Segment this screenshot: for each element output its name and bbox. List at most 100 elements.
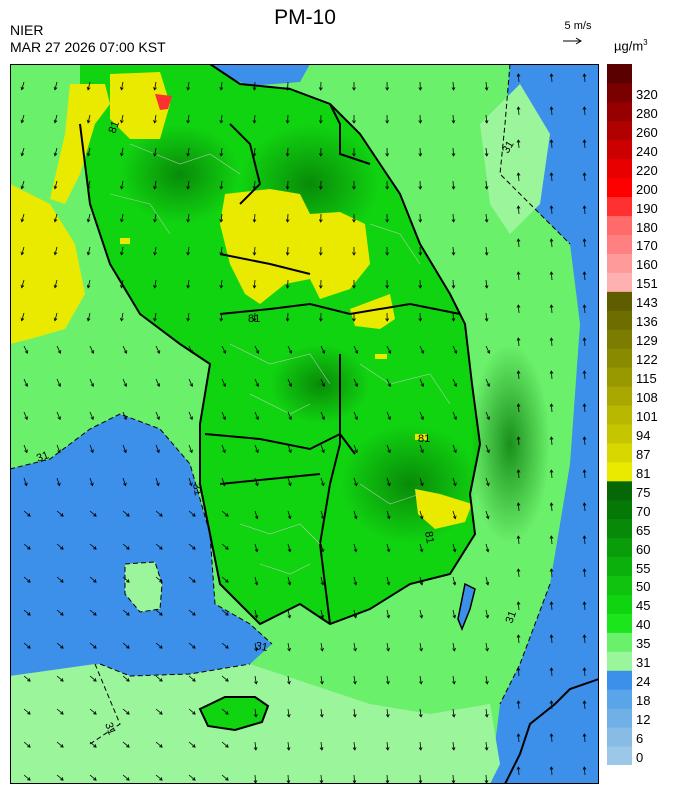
wind-arrow-head	[60, 579, 64, 583]
wind-arrow-head	[582, 733, 587, 737]
light-green-sw	[10, 664, 135, 784]
wind-arrow-head	[321, 383, 325, 388]
wind-arrow	[320, 576, 324, 585]
wind-arrow	[188, 741, 196, 748]
wind-arrow	[155, 510, 163, 517]
wind-arrow-head	[120, 251, 124, 256]
wind-arrow-head	[286, 714, 291, 718]
wind-arrow-head	[57, 383, 61, 388]
wind-arrow-head	[418, 714, 423, 718]
legend-swatch	[607, 253, 632, 273]
wind-arrow	[122, 642, 130, 649]
very-high-pm-hotspot	[155, 94, 172, 110]
wind-arrow-head	[516, 667, 521, 671]
wind-arrow-head	[385, 120, 390, 124]
wind-arrow-head	[53, 185, 58, 190]
wind-arrow	[287, 675, 290, 684]
wind-arrow	[287, 543, 291, 552]
wind-arrow-head	[516, 106, 521, 110]
high-pm-region-west	[10, 184, 85, 344]
wind-arrow	[485, 411, 490, 420]
wind-arrow-head	[386, 680, 390, 685]
wind-arrow	[320, 642, 323, 651]
wind-arrow-head	[352, 747, 357, 751]
wind-arrow-head	[20, 284, 25, 289]
wind-arrow	[485, 741, 488, 751]
contour-label: 31	[504, 609, 519, 625]
wind-arrow	[517, 601, 520, 611]
wind-arrow	[485, 81, 488, 91]
wind-arrow	[419, 510, 423, 519]
wind-arrow-head	[418, 87, 423, 91]
wind-arrow	[89, 576, 97, 583]
wind-arrow-head	[453, 350, 458, 354]
wind-arrow-head	[93, 777, 97, 781]
wind-arrow-head	[153, 152, 157, 157]
agency-label: NIER	[10, 22, 44, 38]
wind-arrow-head	[320, 647, 324, 652]
very-clean-pocket	[125, 562, 162, 612]
jeju-island	[198, 696, 270, 732]
wind-arrow	[320, 708, 323, 717]
contour-label-group: 31 31 31 31 31 31 81 81 81 81	[35, 119, 519, 736]
wind-arrow-head	[549, 667, 554, 671]
wind-arrow	[517, 403, 520, 413]
wind-arrow-head	[20, 86, 25, 91]
wind-arrow	[188, 477, 192, 486]
wind-arrow	[353, 774, 355, 784]
wind-arrow	[220, 114, 223, 123]
wind-arrow-head	[254, 548, 259, 553]
wind-arrow-head	[86, 218, 91, 223]
wind-arrow-head	[219, 153, 224, 157]
wind-arrow-head	[318, 318, 323, 322]
wind-arrow-head	[452, 647, 456, 652]
high-pm-patch-central	[350, 294, 395, 329]
wind-arrow-head	[319, 747, 324, 751]
wind-arrow-head	[352, 186, 356, 190]
wind-arrow-head	[353, 581, 358, 586]
wind-arrow	[188, 576, 196, 583]
wind-arrow-head	[419, 515, 424, 520]
legend-tick-label: 122	[636, 352, 658, 368]
wind-arrow	[21, 114, 25, 123]
wind-arrow-head	[319, 714, 324, 718]
wind-arrow	[419, 378, 424, 387]
wind-arrow	[89, 543, 97, 550]
wind-arrow	[550, 436, 553, 446]
wind-arrow	[517, 370, 520, 380]
wind-arrow-head	[186, 284, 191, 289]
wind-arrow	[583, 634, 586, 644]
wind-arrow	[287, 279, 289, 289]
wind-arrow-head	[420, 350, 425, 354]
wind-arrow	[121, 180, 124, 189]
wind-arrow-head	[582, 568, 587, 572]
wind-arrow-head	[387, 383, 391, 388]
wind-arrow	[452, 312, 454, 322]
wind-arrow	[419, 642, 422, 651]
wind-arrow	[155, 642, 163, 649]
wind-arrow	[221, 708, 229, 715]
wind-arrow-head	[582, 73, 587, 77]
wind-arrow	[517, 766, 520, 776]
wind-arrow-head	[484, 153, 489, 157]
wind-arrow-head	[354, 482, 358, 487]
wind-arrow-head	[24, 383, 28, 388]
wind-arrow	[485, 708, 488, 717]
legend-swatch	[607, 518, 632, 539]
wind-arrow-head	[516, 172, 521, 176]
wind-arrow-head	[352, 87, 356, 91]
wind-arrow-head	[285, 120, 290, 124]
wind-arrow	[485, 345, 490, 354]
wind-arrow	[419, 741, 422, 751]
wind-arrow-head	[320, 581, 325, 586]
wind-arrow-head	[486, 482, 490, 487]
wind-arrow	[287, 378, 292, 387]
wind-arrow	[583, 535, 586, 545]
wind-arrow-head	[219, 285, 224, 289]
wind-arrow-head	[186, 317, 191, 322]
wind-arrow-head	[451, 186, 456, 190]
wind-arrow-head	[53, 152, 58, 157]
wind-arrow-head	[159, 513, 163, 517]
wind-arrow	[452, 345, 457, 354]
legend-swatch	[607, 310, 632, 330]
